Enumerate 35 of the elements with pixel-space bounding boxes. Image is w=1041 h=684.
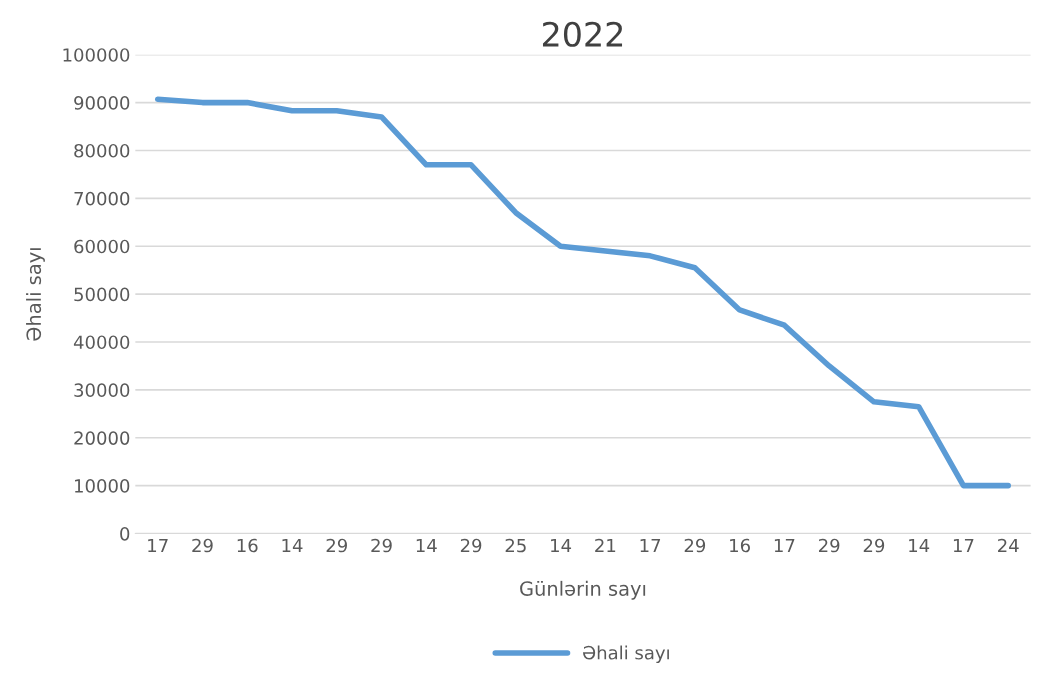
x-tick-label: 29 [371,538,392,553]
x-tick-label: 17 [148,538,168,553]
x-tick-label: 29 [818,538,840,553]
legend-label: Əhali sayı [582,645,669,663]
x-tick-label: 14 [551,538,572,553]
y-tick-label: 90000 [74,96,130,110]
x-tick-label: 21 [595,538,616,553]
x-tick-label: 29 [460,538,482,553]
x-tick-label: 29 [863,538,885,553]
x-tick-label: 17 [640,538,661,553]
y-tick-label: 10000 [75,479,130,493]
x-tick-label: 25 [505,538,526,553]
x-tick-label: 29 [326,538,347,553]
y-tick-label: 50000 [74,287,130,302]
y-tick-label: 60000 [74,239,130,254]
x-tick-label: 29 [684,538,706,553]
y-tick-label: 0 [120,526,130,541]
y-tick-label: 80000 [74,143,130,158]
x-tick-label: 24 [998,538,1019,553]
x-tick-label: 14 [909,538,930,553]
y-tick-label: 70000 [74,191,130,206]
x-tick-label: 16 [237,538,258,553]
x-tick-label: 16 [730,538,750,553]
y-axis-title: Əhali sayı [26,248,45,341]
x-tick-label: 29 [192,538,213,553]
x-tick-label: 17 [953,538,974,553]
x-tick-label: 17 [774,538,795,553]
x-axis-title: Günlərin sayı [520,580,646,600]
y-tick-label: 20000 [74,431,130,445]
chart-title: 2022 [542,21,623,47]
y-tick-label: 30000 [74,383,130,397]
y-tick-label: 40000 [73,335,130,350]
y-tick-label: 100000 [63,48,130,62]
x-tick-label: 14 [416,538,437,553]
x-tick-label: 14 [282,538,303,553]
